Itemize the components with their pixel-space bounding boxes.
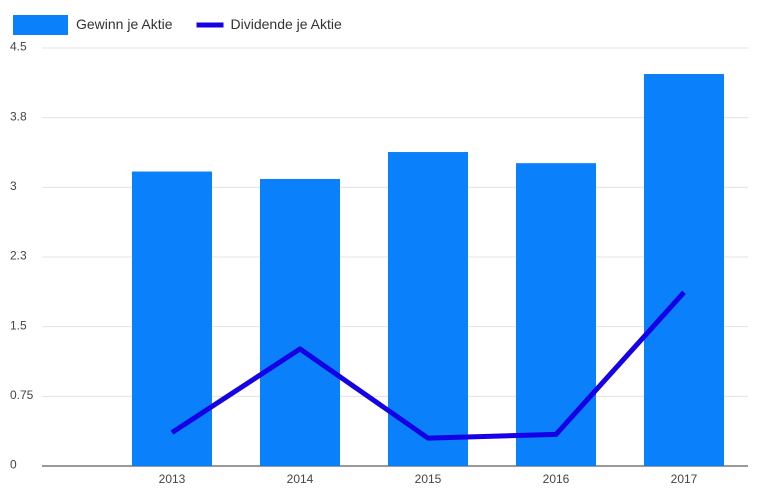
x-tick-label: 2017 bbox=[671, 472, 698, 486]
y-tick-label: 0.75 bbox=[10, 388, 34, 402]
y-tick-label: 1.5 bbox=[10, 318, 27, 332]
bar bbox=[132, 171, 212, 466]
x-tick-label: 2013 bbox=[159, 472, 186, 486]
y-tick-label: 2.3 bbox=[10, 249, 27, 263]
legend-swatch bbox=[13, 15, 68, 35]
bar bbox=[260, 178, 340, 466]
bar bbox=[644, 74, 724, 467]
legend-label: Gewinn je Aktie bbox=[76, 16, 173, 32]
y-tick-label: 0 bbox=[10, 458, 17, 472]
legend-label: Dividende je Aktie bbox=[231, 16, 343, 32]
bar bbox=[516, 163, 596, 466]
x-tick-label: 2016 bbox=[543, 472, 570, 486]
x-tick-label: 2015 bbox=[415, 472, 442, 486]
y-tick-label: 3 bbox=[10, 179, 17, 193]
bar bbox=[388, 152, 468, 466]
x-tick-label: 2014 bbox=[287, 472, 314, 486]
y-tick-label: 4.5 bbox=[10, 40, 27, 54]
y-tick-label: 3.8 bbox=[10, 109, 27, 123]
line bbox=[170, 290, 686, 441]
